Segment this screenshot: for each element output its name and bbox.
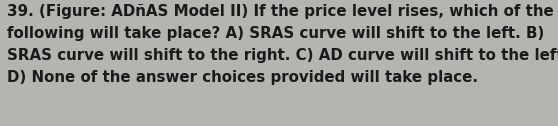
Text: 39. (Figure: ADñAS Model II) If the price level rises, which of the
following wi: 39. (Figure: ADñAS Model II) If the pric… bbox=[7, 4, 558, 85]
